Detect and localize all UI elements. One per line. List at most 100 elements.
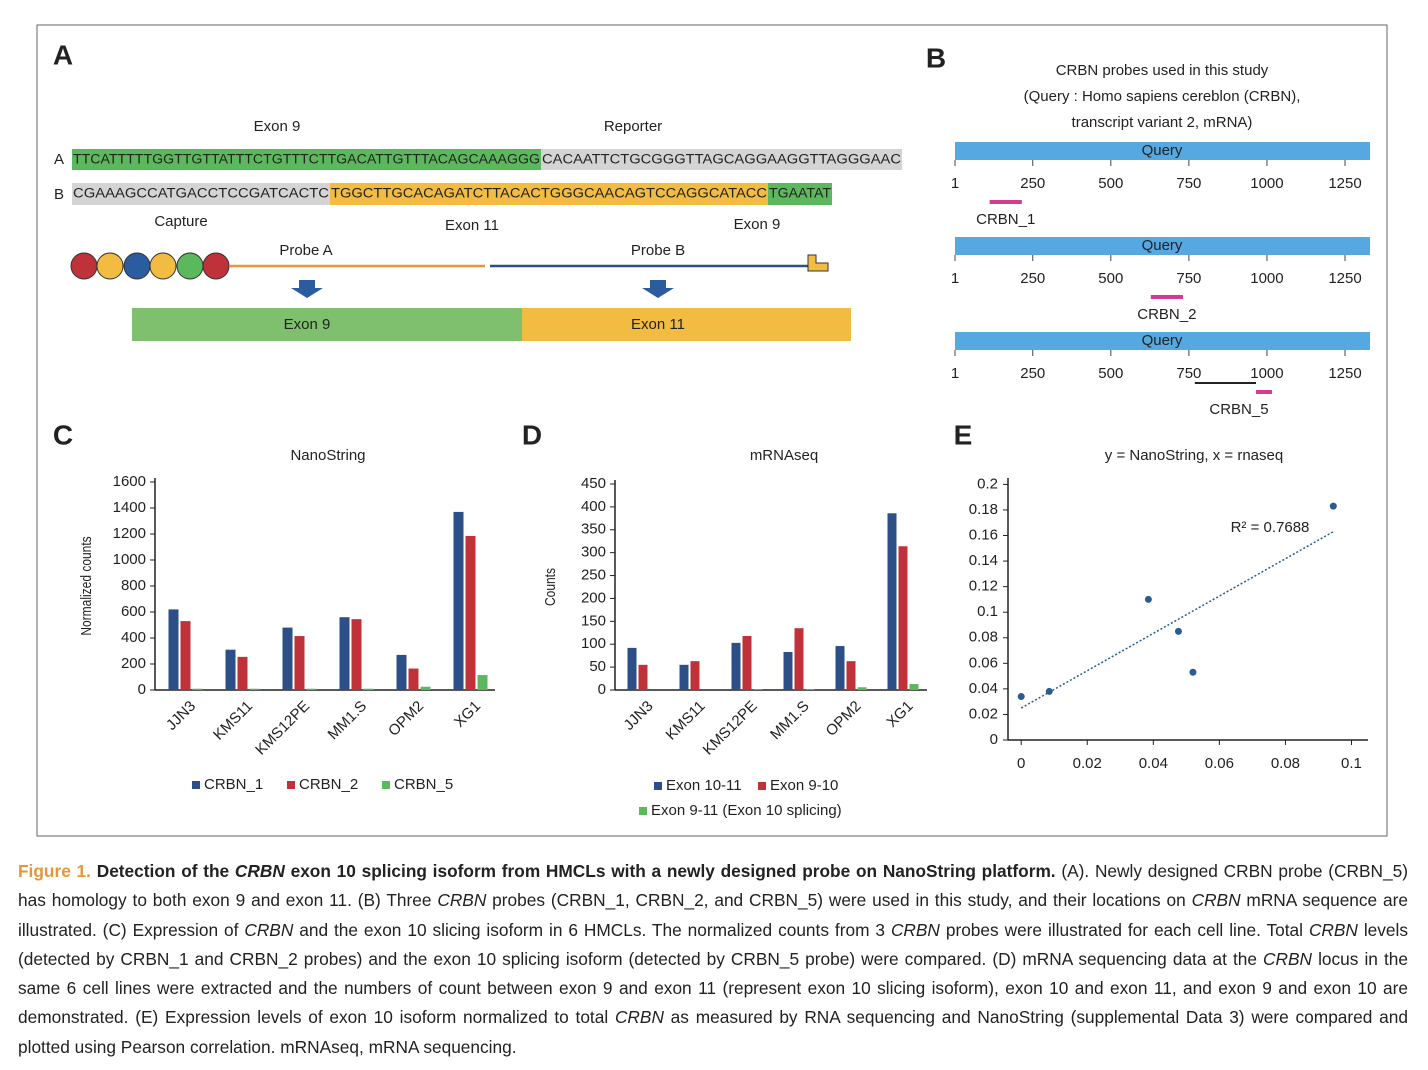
point (1017, 693, 1025, 701)
bar (168, 609, 179, 690)
x-tick-label: 500 (1098, 365, 1123, 382)
query-label: Query (1142, 332, 1183, 349)
y-tick-label: 200 (121, 655, 146, 672)
chart-title: mRNAseq (750, 447, 818, 464)
y-tick-label: 0.12 (969, 578, 998, 595)
point (1174, 627, 1182, 635)
bar (857, 687, 867, 690)
x-tick-label: 1 (951, 175, 959, 192)
bar (794, 628, 804, 690)
probe (989, 200, 1022, 204)
x-tick-label: 0.02 (1073, 755, 1102, 772)
query-bar (955, 237, 1370, 255)
y-tick-label: 100 (581, 635, 606, 652)
y-tick-label: 1200 (113, 525, 146, 542)
bar (453, 511, 464, 690)
legend-swatch (758, 782, 766, 790)
x-tick-label: 500 (1098, 270, 1123, 287)
y-axis-label: Normalized counts (78, 536, 95, 636)
y-tick-label: 0.08 (969, 629, 998, 646)
caption-text: CRBN (1263, 948, 1313, 969)
y-tick-label: 350 (581, 521, 606, 538)
x-tick-label: JJN3 (620, 698, 656, 734)
caption-text: locus in the same 6 cell lines were extr… (18, 948, 1408, 1028)
bar (835, 646, 845, 690)
point (1329, 502, 1337, 510)
y-tick-label: 800 (121, 577, 146, 594)
annotation: R² = 0.7688 (1231, 519, 1310, 536)
exon-label: Reporter (604, 118, 662, 135)
x-tick-label: OPM2 (823, 698, 865, 740)
x-tick-label: 0.06 (1205, 755, 1234, 772)
probe-name: CRBN_1 (976, 211, 1035, 228)
bar (306, 688, 317, 690)
chart-title: NanoString (290, 447, 365, 464)
x-tick-label: 1250 (1328, 270, 1361, 287)
legend-swatch (287, 781, 295, 789)
caption-text: mRNA sequence are illustrated. (C) Expre… (18, 890, 1409, 940)
x-tick-label: KMS12PE (700, 698, 761, 759)
legend-swatch (192, 781, 200, 789)
x-tick-label: 750 (1176, 175, 1201, 192)
panel-letter: B (926, 42, 946, 73)
x-tick-label: 250 (1020, 270, 1045, 287)
panel-letter: D (522, 419, 542, 450)
query-label: Query (1142, 237, 1183, 254)
bead (123, 252, 151, 280)
bar (420, 686, 431, 690)
bead (202, 252, 230, 280)
y-tick-label: 0.04 (969, 680, 998, 697)
arrow (291, 280, 323, 298)
arrow (642, 280, 674, 298)
row-label: B (54, 186, 64, 203)
bead (96, 252, 124, 280)
bar (249, 688, 260, 690)
exon-label: Exon 9 (734, 216, 781, 233)
x-tick-label: XG1 (883, 698, 916, 731)
y-tick-label: 1400 (113, 499, 146, 516)
y-tick-label: 0.18 (969, 501, 998, 518)
query-bar (955, 332, 1370, 350)
x-tick-label: 1000 (1250, 365, 1283, 382)
y-tick-label: 0 (138, 681, 146, 698)
caption-text: Figure 1. (18, 861, 91, 881)
caption-text: CRBN (890, 919, 940, 940)
bar (477, 675, 488, 690)
bar (638, 664, 648, 690)
legend-label: CRBN_2 (299, 776, 358, 793)
x-tick-label: KMS11 (663, 698, 709, 744)
y-tick-label: 0.2 (977, 475, 998, 492)
caption-text: levels (detected by CRBN_1 and CRBN_2 pr… (18, 919, 1409, 969)
x-tick-label: JJN3 (163, 698, 199, 734)
bar (731, 642, 741, 690)
bar (898, 546, 908, 690)
x-tick-label: 1 (951, 365, 959, 382)
bar (294, 636, 305, 690)
panel-b-title: transcript variant 2, mRNA) (1072, 114, 1253, 131)
sequence: TGAATAT (769, 186, 831, 201)
y-tick-label: 0 (598, 681, 606, 698)
x-tick-label: XG1 (451, 698, 484, 731)
x-tick-label: 0.08 (1271, 755, 1300, 772)
panel-b-title: (Query : Homo sapiens cereblon (CRBN), (1024, 88, 1301, 105)
panel-letter: C (53, 419, 73, 450)
bar (339, 617, 350, 690)
caption-text: CRBN (244, 919, 294, 940)
panel-a-shapes (70, 149, 902, 341)
sequence: TTCATTTTTGGTTGTTATTTCTGTTTCTTGACATTGTTTA… (73, 152, 540, 167)
probe-label: Probe B (631, 242, 685, 259)
result-box (132, 308, 522, 341)
bead (70, 252, 98, 280)
y-tick-label: 150 (581, 612, 606, 629)
seq-box (768, 183, 832, 205)
caption-text: exon 10 splicing isoform from HMCLs with… (284, 861, 1056, 881)
bead (149, 252, 177, 280)
bar (679, 664, 689, 690)
legend-label: Exon 10-11 (666, 777, 742, 794)
trendline (1020, 531, 1334, 709)
row-label: A (54, 151, 64, 168)
probe-name: CRBN_2 (1137, 306, 1196, 323)
x-tick-label: 1000 (1250, 175, 1283, 192)
seq-box (72, 183, 330, 205)
y-tick-label: 0 (990, 731, 998, 748)
